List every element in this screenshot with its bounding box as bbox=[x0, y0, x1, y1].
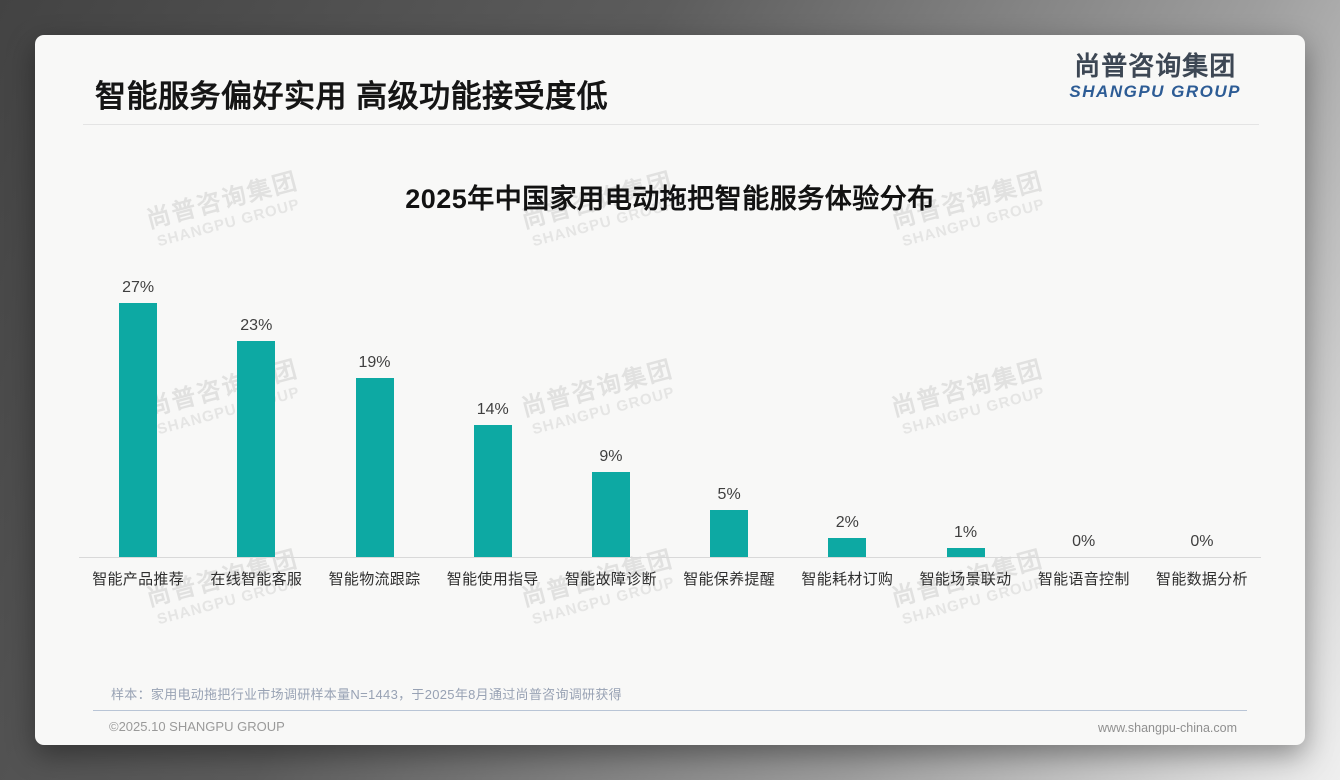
bar-value-label: 0% bbox=[1190, 533, 1214, 550]
bar bbox=[946, 547, 985, 557]
bar bbox=[828, 538, 867, 557]
bar bbox=[237, 340, 276, 557]
category-label: 智能场景联动 bbox=[919, 571, 1012, 588]
bar-value-label: 2% bbox=[835, 514, 859, 532]
company-logo: 尚普咨询集团 SHANGPU GROUP bbox=[1069, 51, 1241, 102]
category-label: 智能故障诊断 bbox=[565, 571, 657, 588]
bar-chart-plot: 27% 23% 19% 14% 9% 5% 2% 1% 0% 0% bbox=[79, 267, 1261, 558]
bar-value-label: 19% bbox=[358, 354, 391, 372]
bar-value-label: 0% bbox=[1072, 533, 1096, 550]
bar-column: 23% bbox=[197, 316, 315, 557]
category-label: 智能物流跟踪 bbox=[328, 571, 421, 588]
website-url: www.shangpu-china.com bbox=[1098, 721, 1237, 735]
bar-column: 5% bbox=[670, 487, 788, 557]
bar-value-label: 5% bbox=[717, 486, 741, 503]
bar bbox=[591, 472, 630, 557]
bar-value-label: 27% bbox=[122, 279, 155, 297]
bar-value-label: 23% bbox=[240, 316, 273, 334]
bar-value-label: 1% bbox=[953, 523, 978, 541]
bar-column: 1% bbox=[906, 523, 1024, 557]
chart-title: 2025年中国家用电动拖把智能服务体验分布 bbox=[405, 184, 935, 214]
footer-divider bbox=[93, 710, 1247, 711]
bar bbox=[355, 378, 394, 557]
category-label: 在线智能客服 bbox=[210, 571, 303, 588]
page-title: 智能服务偏好实用 高级功能接受度低 bbox=[95, 79, 609, 114]
category-label: 智能产品推荐 bbox=[92, 571, 184, 588]
x-axis-category-row: 智能产品推荐 在线智能客服 智能物流跟踪 智能使用指导 智能故障诊断 智能保养提醒 智能耗材… bbox=[79, 568, 1261, 589]
bar-column: 0% bbox=[1025, 534, 1143, 557]
logo-name-cn: 尚普咨询集团 bbox=[1074, 51, 1237, 81]
bar bbox=[473, 425, 512, 557]
category-label: 智能耗材订购 bbox=[801, 571, 894, 588]
bar-value-label: 9% bbox=[599, 448, 623, 466]
bar-column: 2% bbox=[788, 515, 906, 557]
copyright-text: ©2025.10 SHANGPU GROUP bbox=[109, 719, 285, 734]
sample-footnote: 样本：家用电动拖把行业市场调研样本量N=1443，于2025年8月通过尚普咨询调… bbox=[111, 687, 622, 702]
bar-column: 9% bbox=[552, 449, 670, 557]
category-label: 智能语音控制 bbox=[1037, 571, 1130, 588]
bar-column: 19% bbox=[315, 355, 433, 557]
bar-value-label: 14% bbox=[476, 401, 509, 419]
category-label: 智能数据分析 bbox=[1156, 571, 1248, 588]
title-divider bbox=[83, 124, 1259, 125]
bar bbox=[710, 510, 749, 557]
bar bbox=[119, 303, 158, 557]
bar-column: 27% bbox=[79, 280, 197, 557]
logo-name-en: SHANGPU GROUP bbox=[1069, 82, 1241, 102]
bar-column: 0% bbox=[1143, 534, 1261, 557]
category-label: 智能使用指导 bbox=[446, 571, 539, 588]
bar-column: 14% bbox=[434, 402, 552, 557]
slide-card: 尚普咨询集团 SHANGPU GROUP 尚普咨询集团 SHANGPU GROUP 尚普… bbox=[35, 35, 1305, 745]
category-label: 智能保养提醒 bbox=[683, 571, 776, 588]
